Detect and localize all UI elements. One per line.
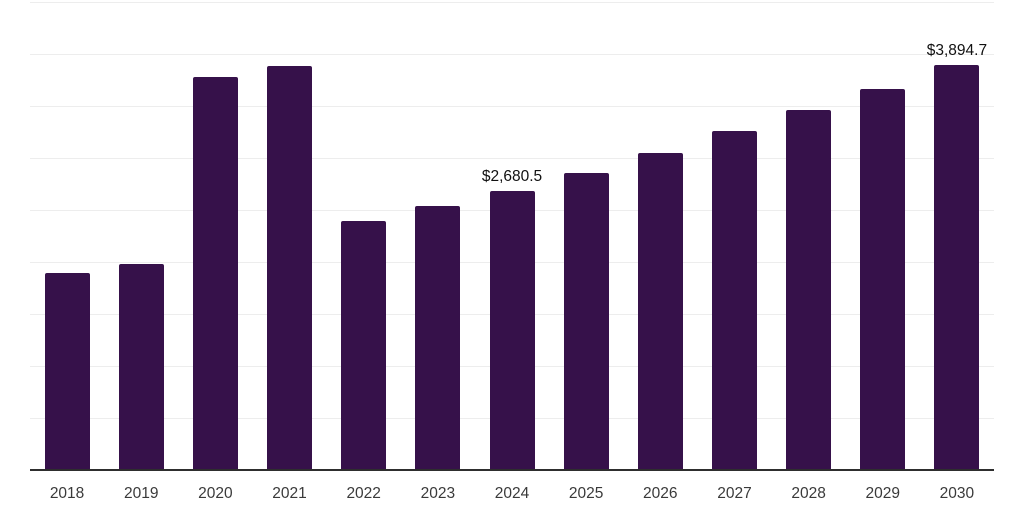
bar-2022 [341,220,387,470]
bar-2019 [118,263,164,470]
bar-2023 [415,206,461,470]
x-tick-2019: 2019 [123,485,159,502]
bar-2021 [267,65,313,470]
bar-2027 [711,130,757,470]
x-tick-2023: 2023 [420,485,456,502]
x-tick-2025: 2025 [568,485,604,502]
gridline [30,106,994,107]
gridline [30,2,994,3]
x-axis-line [30,469,994,471]
bar-2028 [786,110,832,470]
bar-2024 [489,191,535,470]
bar-2026 [637,152,683,470]
gridline [30,54,994,55]
x-tick-2024: 2024 [494,485,530,502]
x-tick-2021: 2021 [272,485,307,502]
x-tick-2018: 2018 [49,485,85,502]
x-tick-2027: 2027 [717,485,752,502]
bar-2020 [192,76,238,470]
bar-2018 [44,273,90,470]
bar-2030 [934,64,980,470]
x-tick-2020: 2020 [198,485,233,502]
x-tick-2022: 2022 [346,485,381,502]
bar-2025 [563,172,609,470]
bar-2029 [860,88,906,470]
x-tick-2029: 2029 [865,485,900,502]
x-tick-2026: 2026 [643,485,678,502]
bar-value-label-2024: $2,680.5 [481,168,543,186]
gridline [30,158,994,159]
bar-value-label-2030: $3,894.7 [926,41,988,59]
x-tick-2030: 2030 [939,485,975,502]
x-tick-2028: 2028 [791,485,826,502]
